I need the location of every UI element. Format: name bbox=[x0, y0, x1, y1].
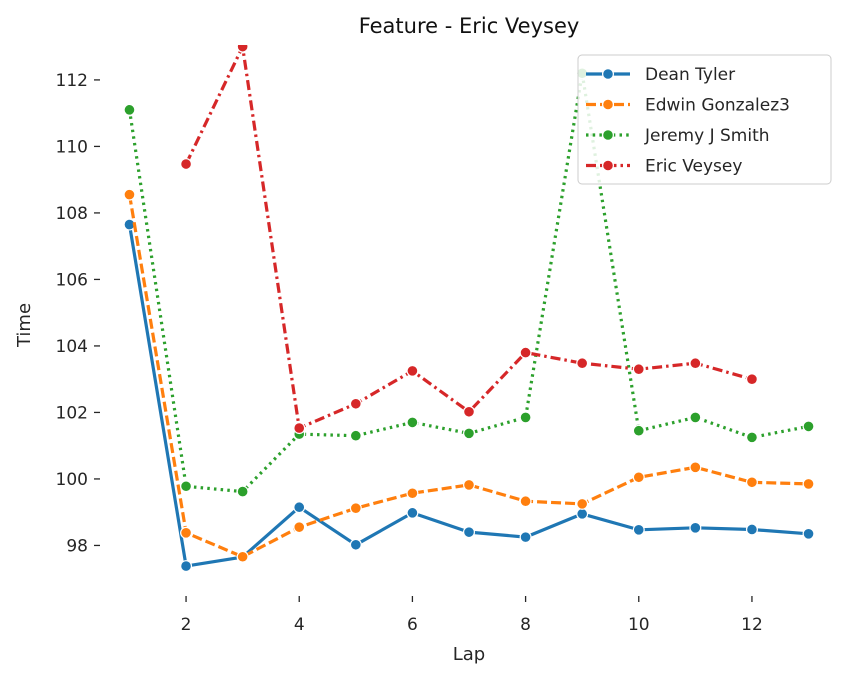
legend-marker bbox=[601, 129, 614, 142]
data-point bbox=[689, 357, 702, 370]
legend-marker bbox=[601, 159, 614, 172]
data-point bbox=[236, 485, 249, 498]
data-point bbox=[689, 411, 702, 424]
data-point bbox=[293, 521, 306, 534]
y-tick-label: 100 bbox=[56, 470, 88, 490]
y-tick-label: 102 bbox=[56, 403, 88, 423]
data-point bbox=[519, 346, 532, 359]
data-point bbox=[236, 45, 249, 53]
data-point bbox=[180, 526, 193, 539]
y-axis-label: Time bbox=[14, 303, 35, 348]
data-point bbox=[745, 373, 758, 386]
x-axis: 2 4 6 8 10 12 bbox=[181, 596, 763, 635]
data-point bbox=[123, 103, 136, 116]
x-tick-label: 10 bbox=[628, 615, 650, 635]
data-point bbox=[463, 427, 476, 440]
legend: Dean Tyler Edwin Gonzalez3 Jeremy J Smith E… bbox=[577, 54, 832, 185]
y-tick-label: 108 bbox=[56, 204, 88, 224]
data-point bbox=[349, 538, 362, 551]
data-point bbox=[519, 411, 532, 424]
data-point bbox=[123, 188, 136, 201]
x-axis-label: Lap bbox=[453, 644, 485, 665]
x-tick-label: 8 bbox=[520, 615, 531, 635]
data-point bbox=[463, 478, 476, 491]
data-point bbox=[293, 422, 306, 435]
data-point bbox=[576, 497, 589, 510]
data-point bbox=[802, 477, 815, 490]
data-point bbox=[745, 476, 758, 489]
legend-marker bbox=[601, 98, 614, 111]
series-line bbox=[127, 194, 809, 559]
data-point bbox=[519, 495, 532, 508]
series-edwin-gonzalez3 bbox=[123, 188, 815, 563]
data-point bbox=[632, 523, 645, 536]
x-tick-label: 6 bbox=[407, 615, 418, 635]
data-point bbox=[463, 526, 476, 539]
data-point bbox=[349, 502, 362, 515]
data-point bbox=[519, 531, 532, 544]
y-tick-label: 98 bbox=[66, 536, 88, 556]
chart-title: Feature - Eric Veysey bbox=[359, 14, 580, 38]
data-point bbox=[236, 550, 249, 563]
data-point bbox=[180, 158, 193, 171]
legend-label: Eric Veysey bbox=[645, 157, 742, 177]
data-point bbox=[689, 461, 702, 474]
data-point bbox=[802, 527, 815, 540]
data-point bbox=[180, 480, 193, 493]
y-tick-label: 112 bbox=[56, 71, 88, 91]
legend-box bbox=[577, 54, 832, 185]
series-eric-veysey bbox=[180, 45, 758, 435]
data-point bbox=[632, 424, 645, 437]
legend-label: Jeremy J Smith bbox=[644, 126, 770, 146]
data-point bbox=[802, 420, 815, 433]
data-point bbox=[349, 397, 362, 410]
data-point bbox=[745, 523, 758, 536]
data-point bbox=[576, 357, 589, 370]
data-point bbox=[293, 501, 306, 514]
data-point bbox=[632, 363, 645, 376]
y-tick-label: 104 bbox=[56, 337, 88, 357]
legend-label: Edwin Gonzalez3 bbox=[645, 96, 790, 116]
data-point bbox=[689, 521, 702, 534]
y-tick-label: 110 bbox=[56, 137, 88, 157]
data-point bbox=[406, 416, 419, 429]
data-point bbox=[406, 487, 419, 500]
x-tick-label: 4 bbox=[294, 615, 305, 635]
data-point bbox=[349, 429, 362, 442]
data-point bbox=[406, 506, 419, 519]
legend-label: Dean Tyler bbox=[645, 65, 735, 85]
y-axis: 98 100 102 104 106 108 110 112 bbox=[56, 71, 100, 556]
data-point bbox=[406, 364, 419, 377]
data-point bbox=[180, 560, 193, 573]
x-tick-label: 12 bbox=[741, 615, 763, 635]
series-line bbox=[127, 224, 809, 568]
data-point bbox=[632, 471, 645, 484]
data-point bbox=[745, 431, 758, 444]
y-tick-label: 106 bbox=[56, 270, 88, 290]
legend-marker bbox=[601, 67, 614, 80]
x-tick-label: 2 bbox=[181, 615, 192, 635]
plot-area bbox=[123, 45, 815, 573]
data-point bbox=[576, 507, 589, 520]
data-point bbox=[463, 405, 476, 418]
series-dean-tyler bbox=[123, 218, 815, 573]
